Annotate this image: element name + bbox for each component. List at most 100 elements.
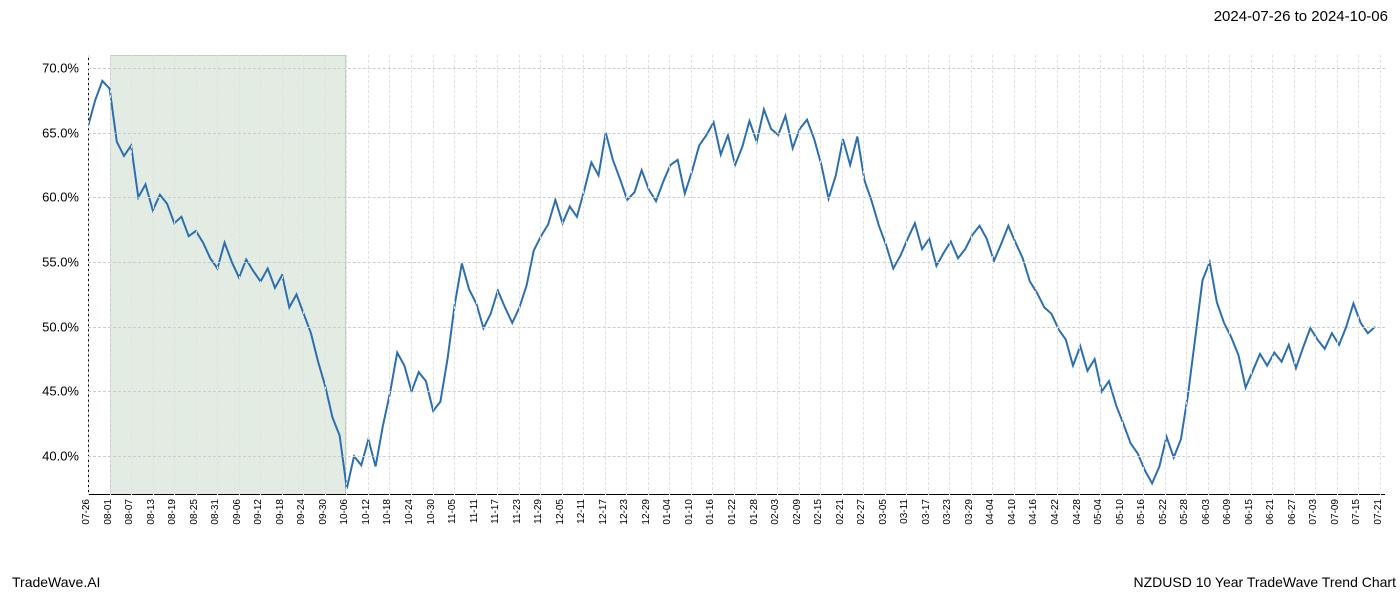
date-range-label: 2024-07-26 to 2024-10-06: [1214, 8, 1388, 25]
x-tick-label: 05-22: [1158, 499, 1169, 525]
grid-line-vertical: [88, 55, 89, 495]
grid-line-vertical: [540, 55, 541, 495]
grid-line-vertical: [1143, 55, 1144, 495]
x-tick-label: 07-26: [81, 499, 92, 525]
grid-line-vertical: [712, 55, 713, 495]
grid-line-vertical: [648, 55, 649, 495]
grid-line-vertical: [1035, 55, 1036, 495]
x-tick-label: 08-31: [210, 499, 221, 525]
x-tick-label: 02-03: [770, 499, 781, 525]
x-tick-label: 12-29: [641, 499, 652, 525]
grid-line-vertical: [454, 55, 455, 495]
grid-line-vertical: [411, 55, 412, 495]
y-tick-label: 70.0%: [42, 60, 79, 75]
y-tick-label: 60.0%: [42, 190, 79, 205]
grid-line-vertical: [949, 55, 950, 495]
x-tick-label: 03-11: [899, 499, 910, 524]
grid-line-vertical: [992, 55, 993, 495]
x-tick-label: 11-17: [490, 499, 501, 524]
grid-line-vertical: [389, 55, 390, 495]
x-tick-label: 08-19: [167, 499, 178, 525]
x-tick-label: 01-16: [705, 499, 716, 525]
grid-line-vertical: [691, 55, 692, 495]
x-tick-label: 02-27: [856, 499, 867, 525]
x-tick-label: 11-23: [512, 499, 523, 524]
x-tick-label: 07-03: [1308, 499, 1319, 525]
x-tick-label: 05-10: [1115, 499, 1126, 525]
grid-line-vertical: [497, 55, 498, 495]
x-tick-label: 06-21: [1265, 499, 1276, 525]
x-tick-label: 09-12: [253, 499, 264, 525]
grid-line-vertical: [196, 55, 197, 495]
x-tick-label: 09-18: [275, 499, 286, 525]
x-tick-label: 01-22: [727, 499, 738, 525]
grid-line-vertical: [368, 55, 369, 495]
grid-line-vertical: [1057, 55, 1058, 495]
y-tick-label: 45.0%: [42, 384, 79, 399]
grid-line-vertical: [863, 55, 864, 495]
x-tick-label: 12-17: [598, 499, 609, 525]
y-tick-label: 40.0%: [42, 449, 79, 464]
x-tick-label: 07-09: [1330, 499, 1341, 525]
y-tick-label: 50.0%: [42, 319, 79, 334]
grid-line-vertical: [1165, 55, 1166, 495]
grid-line-vertical: [820, 55, 821, 495]
grid-line-vertical: [260, 55, 261, 495]
grid-line-vertical: [906, 55, 907, 495]
grid-line-vertical: [1079, 55, 1080, 495]
x-tick-label: 11-29: [533, 499, 544, 524]
grid-line-vertical: [282, 55, 283, 495]
x-tick-label: 08-25: [189, 499, 200, 525]
y-tick-label: 55.0%: [42, 255, 79, 270]
grid-line-vertical: [626, 55, 627, 495]
grid-line-vertical: [325, 55, 326, 495]
grid-line-vertical: [777, 55, 778, 495]
x-tick-label: 10-30: [426, 499, 437, 525]
x-tick-label: 04-16: [1028, 499, 1039, 525]
grid-line-vertical: [562, 55, 563, 495]
x-tick-label: 11-11: [469, 499, 480, 523]
grid-line-vertical: [131, 55, 132, 495]
grid-line-vertical: [1229, 55, 1230, 495]
x-tick-label: 10-18: [382, 499, 393, 525]
x-tick-label: 08-13: [146, 499, 157, 525]
grid-line-vertical: [110, 55, 111, 495]
plot-area: [88, 55, 1385, 495]
x-tick-label: 03-17: [921, 499, 932, 525]
x-tick-label: 06-03: [1201, 499, 1212, 525]
grid-line-vertical: [476, 55, 477, 495]
x-tick-label: 09-24: [296, 499, 307, 525]
x-tick-label: 03-05: [878, 499, 889, 525]
grid-line-vertical: [1122, 55, 1123, 495]
x-tick-label: 06-15: [1244, 499, 1255, 525]
chart-container: 40.0%45.0%50.0%55.0%60.0%65.0%70.0%: [10, 55, 1390, 495]
grid-line-vertical: [885, 55, 886, 495]
x-tick-label: 02-15: [813, 499, 824, 525]
x-tick-label: 01-04: [662, 499, 673, 525]
x-tick-label: 02-09: [792, 499, 803, 525]
grid-line-vertical: [842, 55, 843, 495]
x-tick-label: 09-06: [232, 499, 243, 525]
x-tick-label: 04-22: [1050, 499, 1061, 525]
grid-line-vertical: [583, 55, 584, 495]
x-tick-label: 10-12: [361, 499, 372, 525]
x-tick-label: 02-21: [835, 499, 846, 525]
grid-line-vertical: [239, 55, 240, 495]
grid-line-vertical: [1251, 55, 1252, 495]
x-tick-label: 04-28: [1072, 499, 1083, 525]
x-tick-label: 09-30: [318, 499, 329, 525]
grid-line-vertical: [799, 55, 800, 495]
grid-line-vertical: [1100, 55, 1101, 495]
grid-line-vertical: [346, 55, 347, 495]
x-tick-label: 04-04: [985, 499, 996, 525]
x-tick-label: 10-06: [339, 499, 350, 525]
x-tick-label: 06-27: [1287, 499, 1298, 525]
footer-brand: TradeWave.AI: [12, 574, 100, 590]
x-tick-label: 08-01: [103, 499, 114, 525]
grid-line-vertical: [734, 55, 735, 495]
grid-line-vertical: [153, 55, 154, 495]
x-tick-label: 06-09: [1222, 499, 1233, 525]
x-tick-label: 12-05: [555, 499, 566, 525]
x-tick-label: 12-23: [619, 499, 630, 525]
grid-line-vertical: [1014, 55, 1015, 495]
